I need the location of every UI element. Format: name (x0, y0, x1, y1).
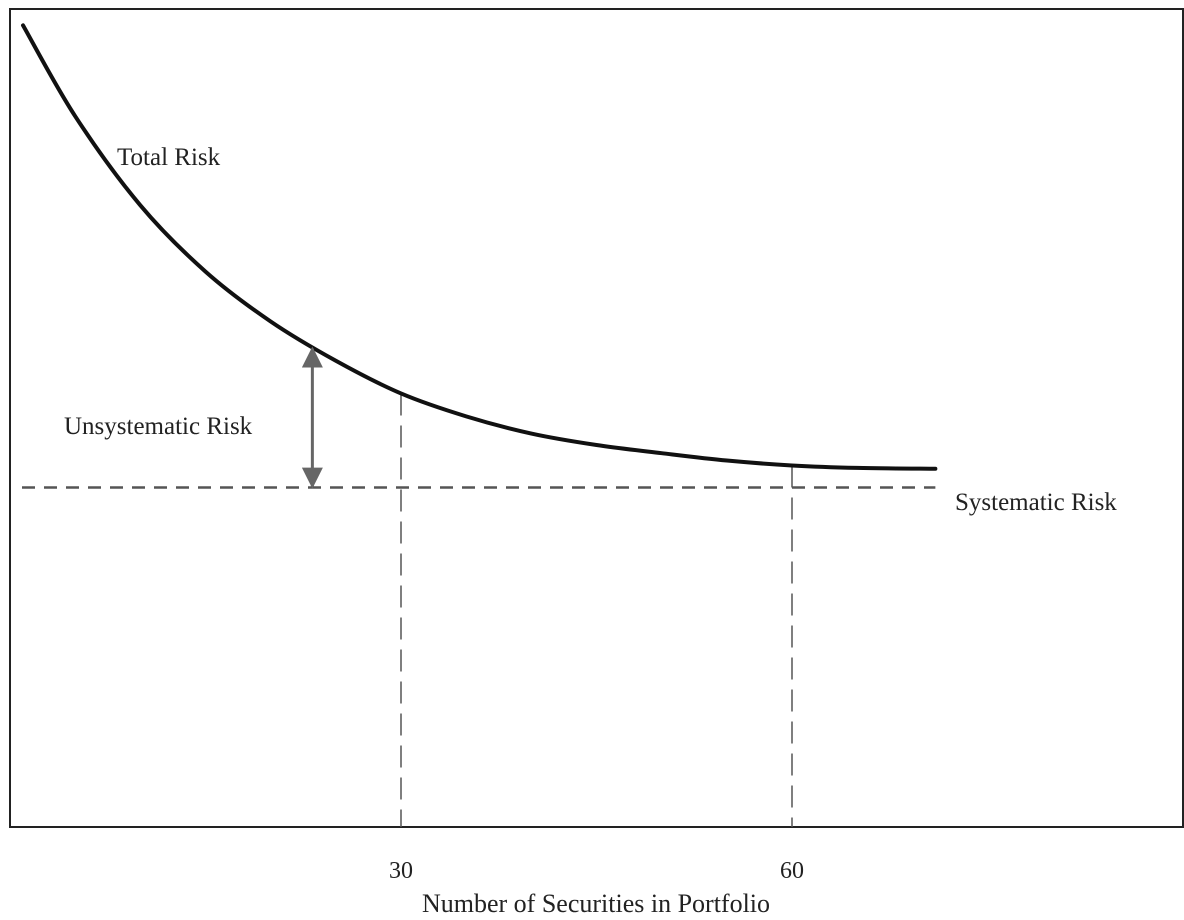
systematic-risk-label: Systematic Risk (955, 489, 1117, 516)
x-tick-label-30: 30 (389, 858, 413, 884)
total-risk-label: Total Risk (117, 144, 221, 171)
unsystematic-risk-label: Unsystematic Risk (64, 413, 253, 440)
plot-frame (9, 8, 1184, 828)
x-axis-title: Number of Securities in Portfolio (422, 889, 770, 918)
total-risk-curve (21, 23, 938, 471)
x-tick-label-60: 60 (780, 858, 804, 884)
